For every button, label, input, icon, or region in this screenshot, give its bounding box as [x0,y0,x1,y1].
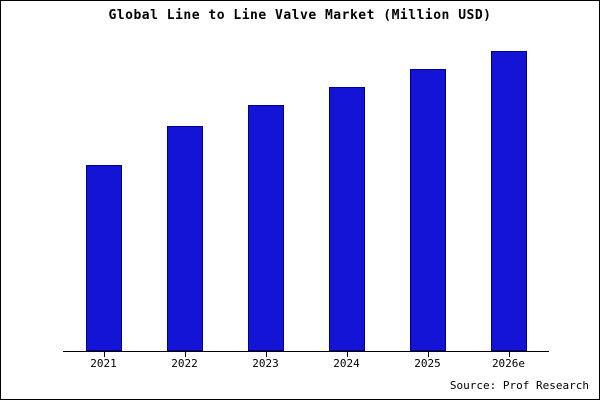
bar-2023 [247,105,284,351]
x-tick-label-2021: 2021 [90,357,117,370]
bar-slot-2022 [144,36,225,357]
x-tick-label-2022: 2022 [171,357,198,370]
bar-slot-2021 [63,36,144,357]
x-axis-labels: 2021 2022 2023 2024 2025 2026e [63,357,549,370]
bar-slot-2024 [306,36,387,357]
bar-2022 [166,126,203,351]
source-note: Source: Prof Research [449,379,589,392]
x-tick-label-2025: 2025 [414,357,441,370]
x-tick-label-2024: 2024 [333,357,360,370]
x-tick-label-2023: 2023 [252,357,279,370]
x-tick-label-2026e: 2026e [491,357,526,370]
plot-area [63,36,549,357]
bar-slot-2023 [225,36,306,357]
chart-title: Global Line to Line Valve Market (Millio… [108,8,492,23]
bar-2025 [409,69,446,351]
bar-2026e [490,51,527,351]
bar-2024 [328,87,365,351]
bar-slot-2026e [468,36,549,357]
bar-slot-2025 [387,36,468,357]
bar-2021 [85,165,122,351]
